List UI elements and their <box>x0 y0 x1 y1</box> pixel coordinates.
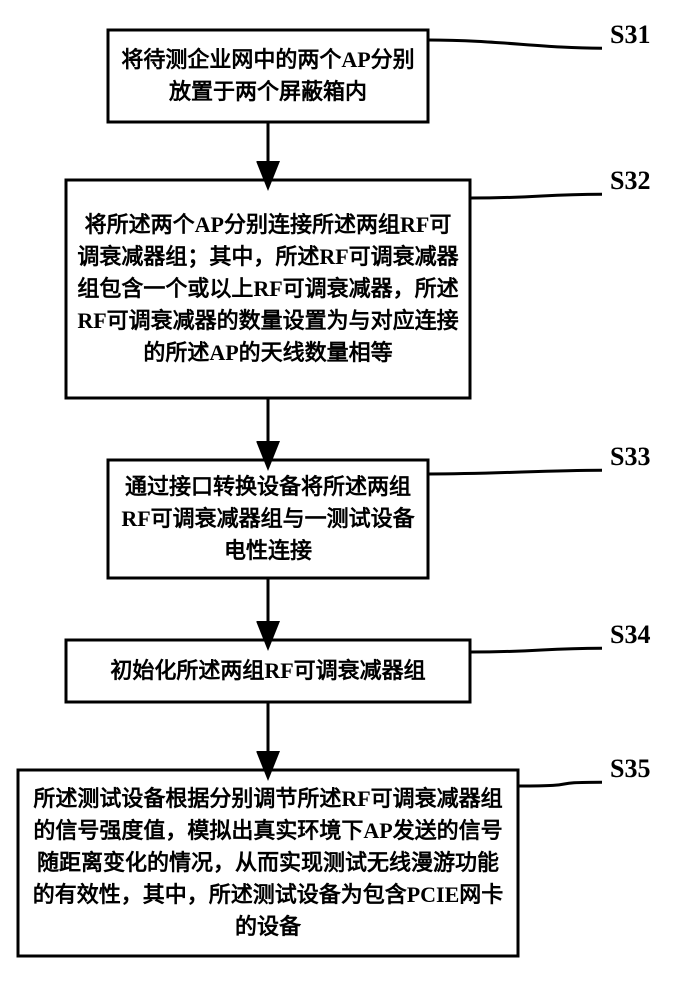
label-leader <box>428 40 602 48</box>
label-leader <box>518 782 602 786</box>
step-label: S34 <box>610 620 650 649</box>
step-label: S31 <box>610 20 650 49</box>
flow-step-text: 通过接口转换设备将所述两组RF可调衰减器组与一测试设备电性连接 <box>118 471 418 567</box>
flow-step-text: 所述测试设备根据分别调节所述RF可调衰减器组的信号强度值，模拟出真实环境下AP发… <box>28 783 508 942</box>
flow-step-text: 将所述两个AP分别连接所述两组RF可调衰减器组；其中，所述RF可调衰减器组包含一… <box>76 209 460 368</box>
label-leader <box>470 648 602 652</box>
label-leader <box>428 470 602 474</box>
flow-step-text: 初始化所述两组RF可调衰减器组 <box>110 655 425 687</box>
step-label: S35 <box>610 754 650 783</box>
label-leader <box>470 194 602 198</box>
flowchart-diagram: 将待测企业网中的两个AP分别放置于两个屏蔽箱内将所述两个AP分别连接所述两组RF… <box>0 0 681 1000</box>
flow-step-text: 将待测企业网中的两个AP分别放置于两个屏蔽箱内 <box>118 44 418 108</box>
step-label: S32 <box>610 166 650 195</box>
step-label: S33 <box>610 442 650 471</box>
